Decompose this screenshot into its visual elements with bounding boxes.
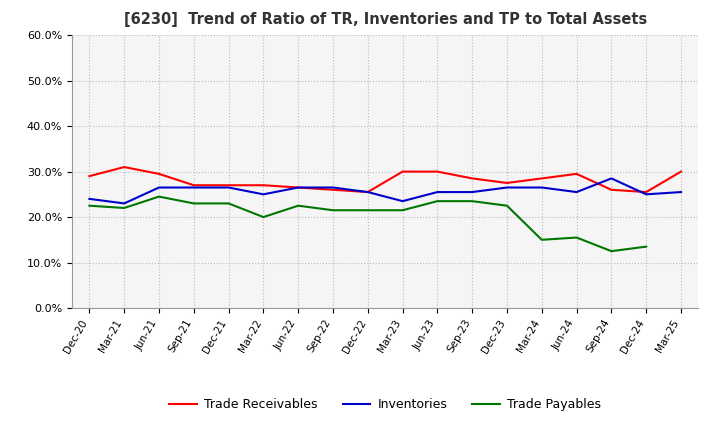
Trade Receivables — [364, 189, 372, 194]
Trade Receivables — [433, 169, 442, 174]
Line: Inventories: Inventories — [89, 179, 681, 203]
Inventories — [398, 198, 407, 204]
Inventories — [85, 196, 94, 202]
Trade Payables — [189, 201, 198, 206]
Trade Payables — [328, 208, 337, 213]
Trade Receivables — [259, 183, 268, 188]
Inventories — [364, 189, 372, 194]
Inventories — [120, 201, 129, 206]
Trade Payables — [607, 249, 616, 254]
Trade Receivables — [189, 183, 198, 188]
Line: Trade Receivables: Trade Receivables — [89, 167, 681, 192]
Inventories — [328, 185, 337, 190]
Legend: Trade Receivables, Inventories, Trade Payables: Trade Receivables, Inventories, Trade Pa… — [164, 393, 606, 416]
Trade Payables — [85, 203, 94, 209]
Inventories — [607, 176, 616, 181]
Trade Payables — [294, 203, 302, 209]
Trade Payables — [259, 214, 268, 220]
Inventories — [677, 189, 685, 194]
Trade Payables — [642, 244, 651, 249]
Trade Payables — [155, 194, 163, 199]
Title: [6230]  Trend of Ratio of TR, Inventories and TP to Total Assets: [6230] Trend of Ratio of TR, Inventories… — [124, 12, 647, 27]
Trade Receivables — [328, 187, 337, 192]
Trade Receivables — [225, 183, 233, 188]
Trade Receivables — [642, 189, 651, 194]
Line: Trade Payables: Trade Payables — [89, 197, 647, 251]
Trade Receivables — [677, 169, 685, 174]
Trade Receivables — [85, 173, 94, 179]
Trade Receivables — [398, 169, 407, 174]
Trade Receivables — [468, 176, 477, 181]
Trade Receivables — [607, 187, 616, 192]
Inventories — [155, 185, 163, 190]
Trade Receivables — [572, 171, 581, 176]
Trade Payables — [468, 198, 477, 204]
Trade Payables — [537, 237, 546, 242]
Inventories — [294, 185, 302, 190]
Trade Receivables — [503, 180, 511, 186]
Trade Payables — [572, 235, 581, 240]
Inventories — [225, 185, 233, 190]
Trade Receivables — [155, 171, 163, 176]
Inventories — [468, 189, 477, 194]
Trade Payables — [398, 208, 407, 213]
Trade Receivables — [537, 176, 546, 181]
Inventories — [259, 192, 268, 197]
Trade Receivables — [294, 185, 302, 190]
Trade Receivables — [120, 165, 129, 170]
Inventories — [642, 192, 651, 197]
Trade Payables — [503, 203, 511, 209]
Trade Payables — [364, 208, 372, 213]
Inventories — [537, 185, 546, 190]
Inventories — [433, 189, 442, 194]
Inventories — [503, 185, 511, 190]
Trade Payables — [225, 201, 233, 206]
Trade Payables — [433, 198, 442, 204]
Inventories — [572, 189, 581, 194]
Trade Payables — [120, 205, 129, 211]
Inventories — [189, 185, 198, 190]
